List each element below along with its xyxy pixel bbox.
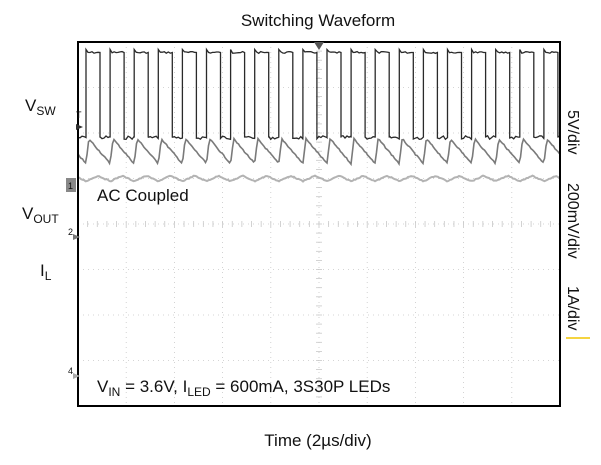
label-vout: VOUT [22,204,59,226]
trace-il [77,174,560,183]
label-vsw: VSW [25,96,56,118]
coupling-note: AC Coupled [97,186,189,205]
operating-conditions: VIN = 3.6V, ILED = 600mA, 3S30P LEDs [97,377,390,399]
scope-grid [77,41,561,407]
svg-text:T: T [76,110,82,120]
trace-vout [77,136,561,167]
svg-text:4: 4 [68,366,73,376]
scale-vsw: 5V/div [564,110,581,154]
chart-title: Switching Waveform [241,11,395,30]
channel-2-marker: 2 [68,227,80,240]
channel-1-ground-marker: 1 [66,178,76,192]
scale-vout: 200mV/div [564,183,581,259]
svg-text:2: 2 [68,227,73,237]
channel-4-marker: 4 [68,366,80,379]
channel-1-marker: T [76,110,83,130]
trigger-position-marker [314,42,324,50]
scale-il: 1A/div [564,286,581,330]
label-il: IL [40,261,52,283]
svg-text:1: 1 [68,181,73,191]
x-axis-label: Time (2µs/div) [264,431,371,450]
trace-vsw [77,47,561,141]
